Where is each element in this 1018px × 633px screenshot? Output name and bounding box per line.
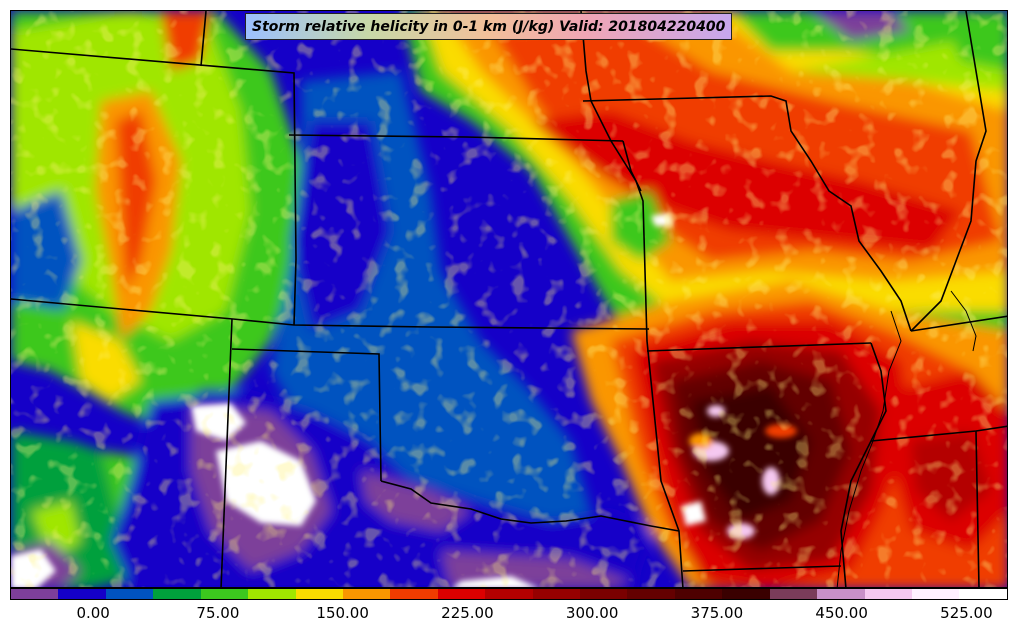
colorbar-tick-label: 375.00 xyxy=(690,604,744,622)
colorbar-tick-label: 525.00 xyxy=(940,604,993,622)
colorbar-tick-label: 75.00 xyxy=(196,604,240,622)
colorbar-segment xyxy=(485,589,533,599)
colorbar-segment xyxy=(864,589,913,599)
colorbar-segment xyxy=(817,589,865,599)
colorbar xyxy=(10,588,1008,600)
colorbar-segment xyxy=(295,589,343,599)
colorbar-tick-label: 0.00 xyxy=(76,604,110,622)
colorbar-segment xyxy=(769,589,818,599)
colorbar-segment xyxy=(532,589,581,599)
colorbar-segment xyxy=(959,589,1007,599)
colorbar-segment xyxy=(722,589,770,599)
colorbar-segment xyxy=(390,589,438,599)
colorbar-segment xyxy=(912,589,960,599)
colorbar-tick-label: 450.00 xyxy=(815,604,868,622)
colorbar-tick-label: 300.00 xyxy=(565,604,619,622)
colorbar-tick-label: 225.00 xyxy=(441,604,494,622)
field-texture xyxy=(11,11,1007,587)
colorbar-segment xyxy=(153,589,201,599)
helicity-field xyxy=(11,11,1007,587)
colorbar-tick-label: 150.00 xyxy=(316,604,369,622)
colorbar-segment xyxy=(11,589,59,599)
colorbar-segment xyxy=(437,589,486,599)
colorbar-segment xyxy=(674,589,723,599)
rivers xyxy=(836,290,977,587)
colorbar-segment xyxy=(248,589,296,599)
colorbar-segment xyxy=(105,589,154,599)
state-boundaries xyxy=(11,11,1007,587)
colorbar-segment xyxy=(200,589,249,599)
helicity-map xyxy=(10,10,1008,588)
colorbar-segment xyxy=(342,589,391,599)
colorbar-segment xyxy=(580,589,628,599)
colorbar-tick-labels: 0.00 75.00 150.00 225.00 300.00 375.00 450.00 5… xyxy=(10,600,1008,633)
colorbar-segment xyxy=(58,589,106,599)
colorbar-segment xyxy=(627,589,675,599)
map-title: Storm relative helicity in 0-1 km (J/kg)… xyxy=(245,13,733,40)
